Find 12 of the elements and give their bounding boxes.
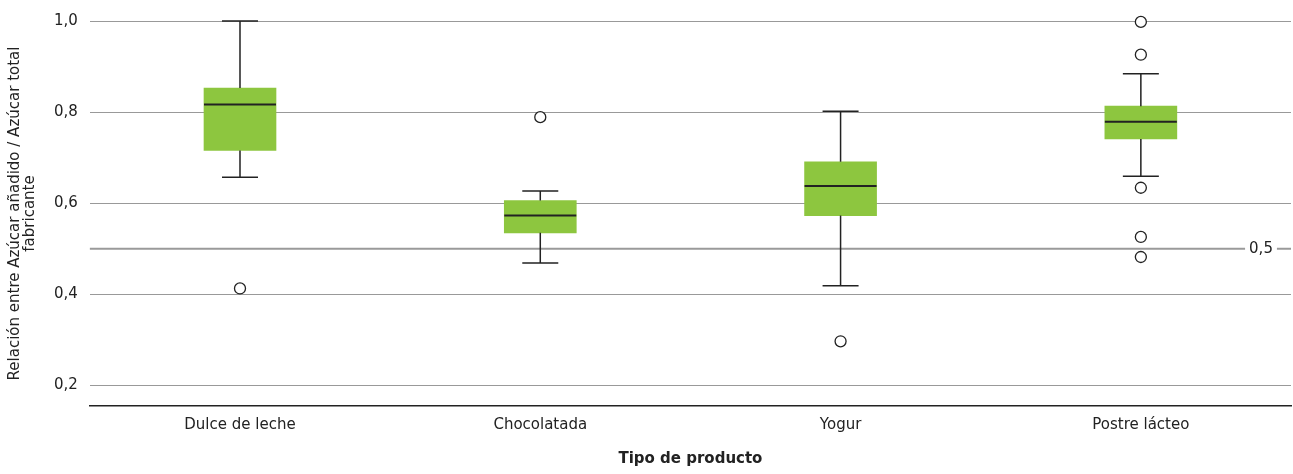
x-tick-label: Yogur [818, 414, 863, 433]
y-tick-label: 1,0 [54, 10, 78, 29]
y-tick-label: 0,6 [54, 193, 78, 212]
y-tick-label: 0,8 [54, 102, 78, 121]
y-axis-title: Relación entre Azúcar añadido / Azúcar total fabricante [5, 46, 39, 381]
ref-line-label: 0,5 [1249, 238, 1273, 257]
y-tick-label: 0,2 [54, 375, 78, 394]
x-tick-label: Postre lácteo [1092, 414, 1190, 433]
y-tick-label: 0,4 [54, 284, 78, 303]
x-axis-title: Tipo de producto [618, 448, 763, 467]
x-tick-label: Chocolatada [493, 414, 588, 433]
x-tick-label: Dulce de leche [184, 414, 296, 433]
